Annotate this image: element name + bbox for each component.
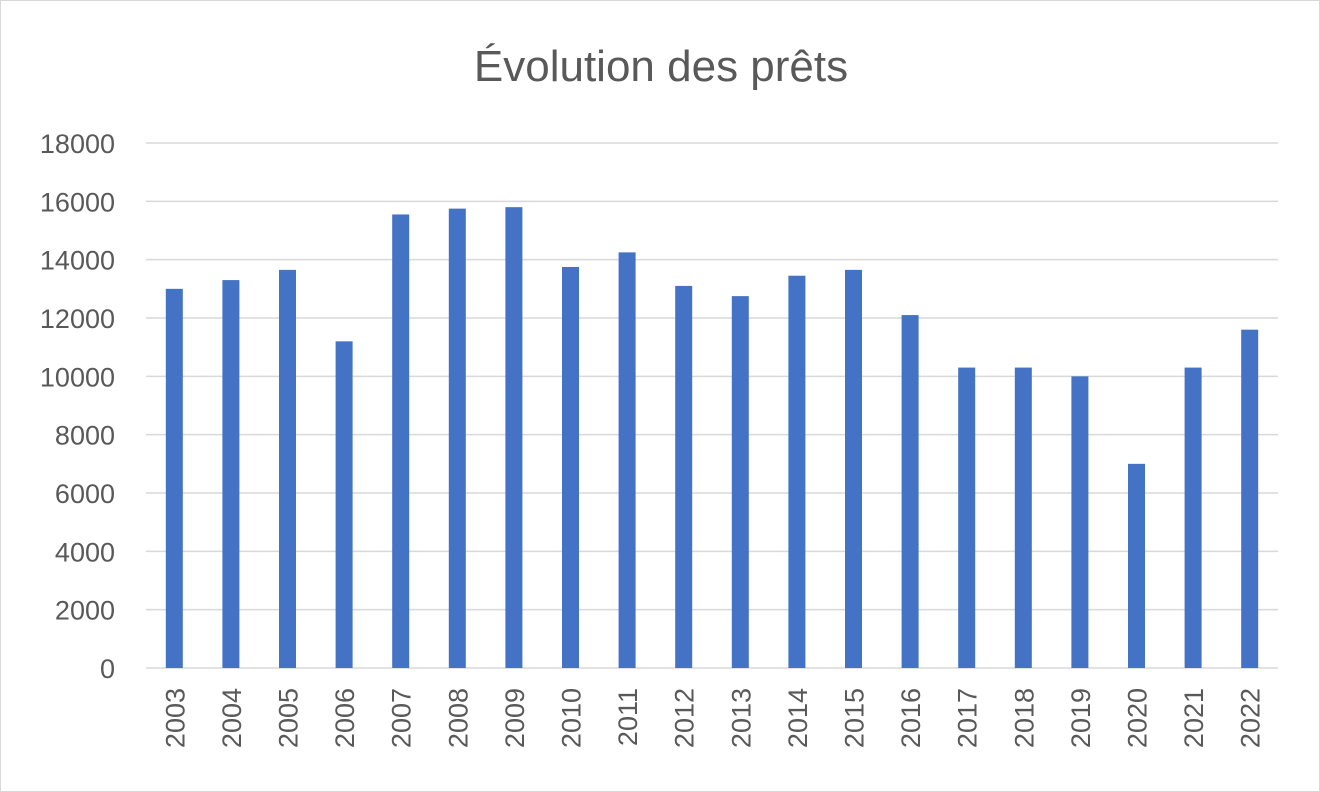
bar-2006 xyxy=(335,341,353,668)
x-tick-label: 2021 xyxy=(1179,688,1209,748)
x-tick-label: 2013 xyxy=(726,688,756,748)
gridlines xyxy=(146,142,1278,669)
x-tick-label: 2011 xyxy=(613,688,643,746)
x-tick-label: 2012 xyxy=(670,688,700,748)
x-tick-label: 2008 xyxy=(443,688,473,748)
x-tick-label: 2019 xyxy=(1066,688,1096,748)
x-tick-label: 2017 xyxy=(953,688,983,748)
x-tick-label: 2004 xyxy=(217,688,247,748)
y-tick-label: 8000 xyxy=(55,421,115,451)
bar-2012 xyxy=(675,285,693,668)
y-tick-label: 12000 xyxy=(40,304,115,334)
bars xyxy=(165,207,1259,669)
bar-2014 xyxy=(788,275,806,668)
x-tick-label: 2007 xyxy=(387,688,417,748)
y-tick-label: 16000 xyxy=(40,187,115,217)
x-tick-label: 2005 xyxy=(274,688,304,748)
x-tick-label: 2015 xyxy=(840,688,870,748)
bar-2017 xyxy=(958,367,976,668)
x-tick-label: 2018 xyxy=(1009,688,1039,748)
x-tick-label: 2009 xyxy=(500,688,530,748)
bar-2018 xyxy=(1014,367,1032,668)
bar-2008 xyxy=(448,208,466,668)
bar-2013 xyxy=(731,296,749,668)
x-tick-label: 2014 xyxy=(783,688,813,748)
bar-2020 xyxy=(1128,463,1145,668)
y-tick-label: 6000 xyxy=(55,479,115,509)
x-tick-label: 2020 xyxy=(1123,688,1153,748)
y-tick-label: 2000 xyxy=(55,596,115,626)
x-axis-ticks: 2003 2004 2005 2006 2007 2008 2009 2010 2011 2012… xyxy=(160,688,1265,748)
x-tick-label: 2003 xyxy=(160,688,190,748)
bar-2016 xyxy=(901,315,919,668)
bar-2004 xyxy=(222,280,240,668)
y-tick-label: 10000 xyxy=(40,362,115,392)
bar-2015 xyxy=(845,269,862,668)
bar-2022 xyxy=(1241,329,1259,668)
chart-title: Évolution des prêts xyxy=(474,42,848,91)
bar-2019 xyxy=(1071,376,1089,668)
y-tick-label: 0 xyxy=(100,654,115,684)
bar-2010 xyxy=(562,266,579,668)
y-tick-label: 18000 xyxy=(40,129,115,159)
bar-2005 xyxy=(279,269,296,668)
bar-2003 xyxy=(165,288,183,668)
bar-2007 xyxy=(392,214,410,669)
x-tick-label: 2016 xyxy=(896,688,926,748)
x-tick-label: 2006 xyxy=(330,688,360,748)
y-tick-label: 4000 xyxy=(55,537,115,567)
x-tick-label: 2022 xyxy=(1236,688,1266,748)
y-tick-label: 14000 xyxy=(40,246,115,276)
y-axis-ticks: 0 2000 4000 6000 8000 10000 12000 14000 16000 180… xyxy=(40,129,115,684)
bar-2009 xyxy=(505,207,523,668)
bar-2011 xyxy=(618,252,636,668)
x-tick-label: 2010 xyxy=(557,688,587,748)
bar-2021 xyxy=(1184,367,1202,668)
